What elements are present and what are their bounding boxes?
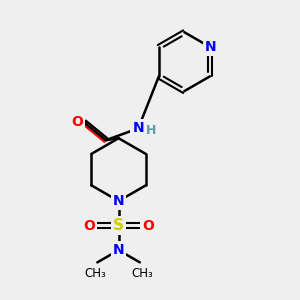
Text: N: N <box>113 194 124 208</box>
Text: CH₃: CH₃ <box>131 267 153 280</box>
Text: O: O <box>83 219 95 232</box>
Text: N: N <box>205 40 217 54</box>
Text: O: O <box>71 115 83 128</box>
Text: H: H <box>146 124 156 137</box>
Text: N: N <box>113 243 124 257</box>
Text: S: S <box>113 218 124 233</box>
Text: O: O <box>142 219 154 232</box>
Text: CH₃: CH₃ <box>85 267 106 280</box>
Text: N: N <box>132 122 144 135</box>
